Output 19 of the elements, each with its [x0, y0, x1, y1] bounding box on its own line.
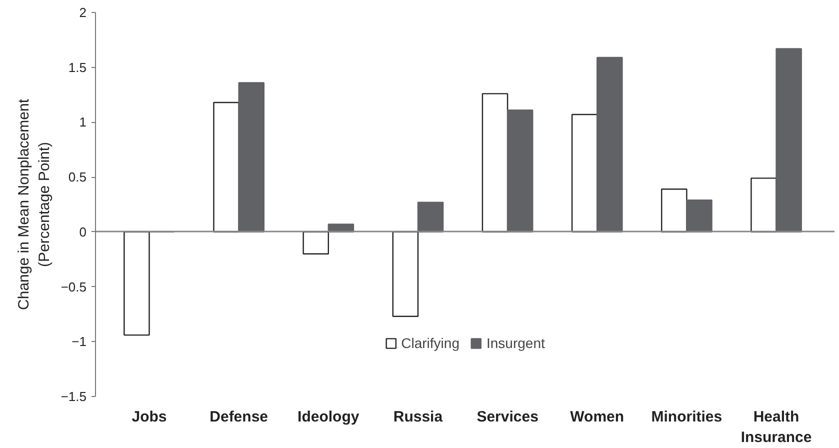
y-axis-title: Change in Mean Nonplacement (Percentage Point) [15, 98, 53, 310]
y-tick-label: −1.5 [60, 389, 87, 404]
y-tick-label: 0 [79, 224, 87, 240]
x-tick-label: Russia [393, 408, 444, 426]
x-tick-label: Ideology [298, 408, 360, 426]
legend-label: Insurgent [486, 335, 545, 351]
y-tick-label: −1 [72, 334, 87, 350]
x-tick-label: Women [570, 408, 624, 426]
x-tick-label: Minorities [651, 408, 722, 426]
x-tick-label: Health Insurance [740, 408, 812, 446]
y-tick-label: 2 [79, 5, 87, 20]
legend-label: Clarifying [401, 335, 460, 351]
y-tick-label: 1.5 [68, 60, 87, 75]
y-tick-label: 0.5 [68, 170, 87, 185]
x-tick-label: Jobs [132, 408, 167, 426]
x-tick-label: Services [476, 408, 538, 426]
x-tick-label: Defense [210, 408, 268, 426]
y-tick-label: −0.5 [60, 279, 87, 294]
y-tick-label: 1 [79, 114, 87, 130]
